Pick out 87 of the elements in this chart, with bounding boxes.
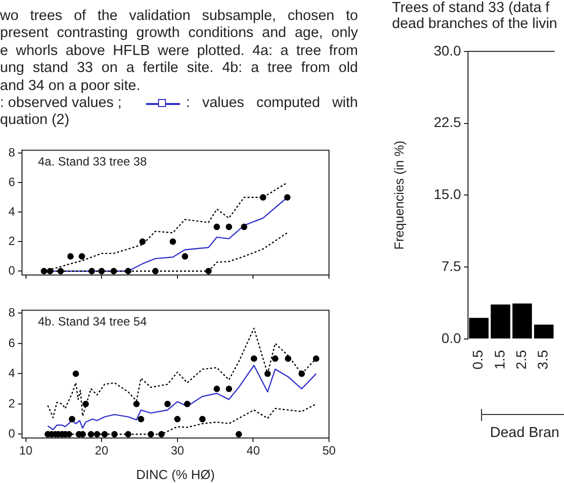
point bbox=[94, 431, 100, 438]
bar bbox=[469, 318, 489, 338]
point bbox=[124, 431, 132, 438]
text: and 34 on a poor site. bbox=[0, 78, 140, 95]
point bbox=[110, 268, 117, 274]
x-tick-label: 40 bbox=[246, 444, 260, 458]
point bbox=[40, 268, 48, 274]
point bbox=[88, 431, 94, 438]
point bbox=[170, 238, 176, 245]
bar bbox=[534, 324, 554, 338]
y-tick-label: 0 bbox=[8, 263, 16, 278]
text: quation (2) bbox=[0, 112, 70, 129]
point bbox=[67, 253, 74, 260]
x-tick-label: 1.5 bbox=[491, 350, 508, 370]
y-tick-label: 4 bbox=[8, 366, 16, 380]
y-tick-label: 2 bbox=[8, 396, 16, 410]
text: wo trees of the validation subsample, chosen to bbox=[0, 8, 358, 25]
point bbox=[98, 268, 105, 274]
point bbox=[214, 386, 220, 392]
point bbox=[182, 253, 188, 260]
bar bbox=[490, 304, 510, 338]
point bbox=[164, 400, 171, 408]
chart-subtitle: dead branches of the livin bbox=[392, 16, 558, 33]
x-tick-label: 30 bbox=[170, 444, 184, 458]
point bbox=[124, 268, 132, 274]
point bbox=[240, 224, 248, 230]
point bbox=[88, 268, 95, 274]
y-tick-label: 7.5 bbox=[442, 258, 462, 274]
point bbox=[158, 431, 165, 438]
point bbox=[298, 370, 305, 377]
point bbox=[284, 355, 292, 362]
point bbox=[205, 268, 212, 274]
chart-title: 4a. Stand 33 tree 38 bbox=[38, 154, 148, 169]
y-tick-label: 0.0 bbox=[442, 330, 462, 346]
text: : observed values ; bbox=[0, 95, 122, 112]
point bbox=[260, 194, 266, 201]
point bbox=[236, 431, 242, 438]
x-axis-title: Dead Bran bbox=[490, 425, 560, 442]
point bbox=[82, 400, 89, 408]
text: present contrasting growth conditions and age, only bbox=[0, 25, 358, 42]
point bbox=[174, 416, 181, 422]
point bbox=[57, 268, 64, 274]
x-tick-label: 0.5 bbox=[470, 350, 486, 370]
point bbox=[272, 355, 278, 362]
point bbox=[184, 400, 190, 408]
text: : values computed with bbox=[186, 95, 358, 112]
point bbox=[312, 355, 320, 362]
point bbox=[78, 253, 86, 260]
point bbox=[226, 224, 232, 230]
y-tick-label: 2 bbox=[8, 234, 16, 248]
point bbox=[139, 238, 146, 245]
y-tick-label: 8 bbox=[8, 306, 16, 320]
text: e whorls above HFLB were plotted. 4a: a tree from bbox=[0, 43, 358, 60]
point bbox=[46, 268, 54, 274]
y-tick-label: 22.5 bbox=[434, 114, 462, 130]
point bbox=[138, 416, 144, 422]
point bbox=[101, 431, 108, 438]
point bbox=[152, 268, 159, 274]
x-tick-label: 3.5 bbox=[534, 350, 551, 370]
point bbox=[148, 431, 154, 438]
bar bbox=[512, 304, 532, 338]
y-tick-label: 0 bbox=[8, 426, 16, 441]
point bbox=[68, 416, 76, 422]
y-tick-label: 4 bbox=[8, 204, 16, 218]
x-axis-title: DINC (% HØ) bbox=[136, 466, 215, 482]
point bbox=[264, 370, 271, 377]
point bbox=[284, 194, 291, 201]
y-tick-label: 15.0 bbox=[434, 186, 462, 202]
x-tick-label: 2.5 bbox=[513, 350, 530, 370]
chart-title: 4b. Stand 34 tree 54 bbox=[38, 314, 148, 329]
x-tick-label: 50 bbox=[322, 444, 336, 458]
point bbox=[226, 386, 232, 392]
point bbox=[214, 224, 220, 230]
point bbox=[111, 431, 118, 438]
point bbox=[250, 355, 258, 362]
point bbox=[199, 416, 206, 422]
y-tick-label: 8 bbox=[8, 145, 16, 160]
x-tick-label: 10 bbox=[19, 444, 33, 458]
x-tick-label: 20 bbox=[94, 444, 109, 458]
text: ung stand 33 on a fertile site. 4b: a tree from old bbox=[0, 60, 358, 77]
point bbox=[133, 400, 140, 408]
y-axis-title: Frequencies (in %) bbox=[391, 140, 406, 250]
y-tick-label: 6 bbox=[8, 174, 16, 189]
y-tick-label: 6 bbox=[8, 336, 16, 350]
point bbox=[72, 370, 80, 377]
chart-title: Trees of stand 33 (data f bbox=[392, 0, 550, 17]
y-tick-label: 30.0 bbox=[434, 42, 462, 58]
